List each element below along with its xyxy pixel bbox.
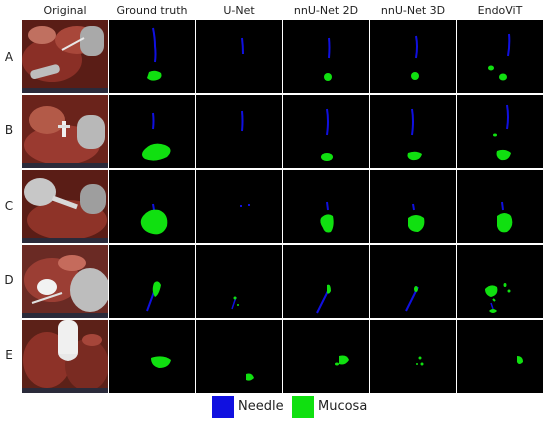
column-header-endovit: EndoViT xyxy=(477,4,523,17)
nnunet3d-mask-c xyxy=(370,170,456,243)
ground-truth-mask-e xyxy=(109,320,195,393)
endovit-mask-b xyxy=(457,95,543,168)
row-label-a: A xyxy=(4,50,14,64)
nnunet2d-mask-e xyxy=(283,320,369,393)
original-image-a xyxy=(22,20,108,93)
legend-label-needle: Needle xyxy=(238,399,284,414)
nnunet3d-mask-b xyxy=(370,95,456,168)
column-header-ground-truth: Ground truth xyxy=(116,4,188,17)
row-label-e: E xyxy=(5,348,13,362)
legend-label-mucosa: Mucosa xyxy=(318,399,368,414)
unet-mask-d xyxy=(196,245,282,318)
nnunet2d-mask-a xyxy=(283,20,369,93)
original-image-b xyxy=(22,95,108,168)
unet-mask-b xyxy=(196,95,282,168)
unet-mask-a xyxy=(196,20,282,93)
nnunet2d-mask-d xyxy=(283,245,369,318)
original-image-e xyxy=(22,320,108,393)
endovit-mask-a xyxy=(457,20,543,93)
column-header-nnunet3d: nnU-Net 3D xyxy=(380,4,446,17)
ground-truth-mask-a xyxy=(109,20,195,93)
nnunet2d-mask-c xyxy=(283,170,369,243)
column-header-unet: U-Net xyxy=(223,4,255,17)
unet-mask-c xyxy=(196,170,282,243)
legend-swatch-mucosa xyxy=(292,396,314,418)
row-label-d: D xyxy=(4,273,14,287)
original-image-d xyxy=(22,245,108,318)
ground-truth-mask-d xyxy=(109,245,195,318)
ground-truth-mask-b xyxy=(109,95,195,168)
endovit-mask-e xyxy=(457,320,543,393)
column-header-original: Original xyxy=(43,4,87,17)
column-header-nnunet2d: nnU-Net 2D xyxy=(293,4,359,17)
row-label-b: B xyxy=(4,123,14,137)
row-label-c: C xyxy=(4,199,14,213)
nnunet2d-mask-b xyxy=(283,95,369,168)
original-image-c xyxy=(22,170,108,243)
nnunet3d-mask-a xyxy=(370,20,456,93)
ground-truth-mask-c xyxy=(109,170,195,243)
endovit-mask-c xyxy=(457,170,543,243)
nnunet3d-mask-d xyxy=(370,245,456,318)
nnunet3d-mask-e xyxy=(370,320,456,393)
unet-mask-e xyxy=(196,320,282,393)
legend-swatch-needle xyxy=(212,396,234,418)
endovit-mask-d xyxy=(457,245,543,318)
